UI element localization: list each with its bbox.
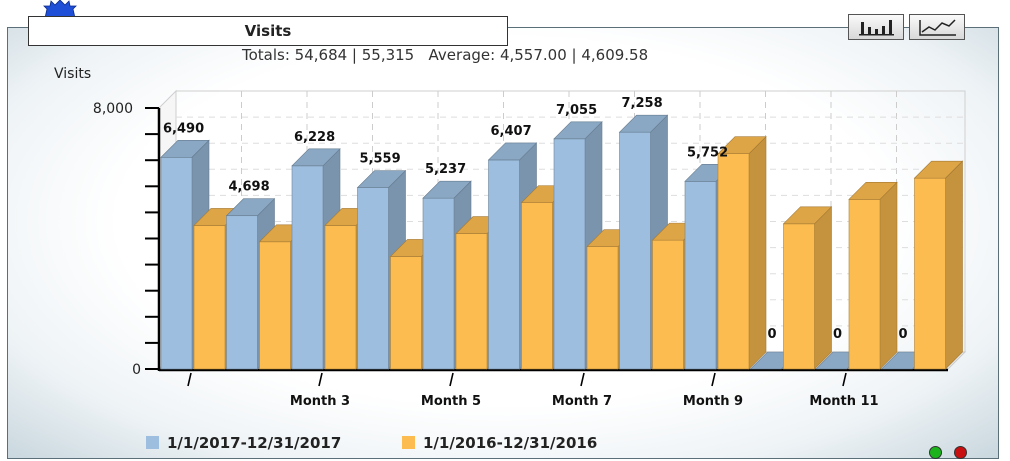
legend-label-series-1: 1/1/2017-12/31/2017	[167, 434, 342, 452]
bar-series-2	[717, 153, 750, 370]
chart-title: Visits	[244, 22, 292, 40]
bar-series-2-top	[913, 160, 964, 179]
totals-summary: Totals: 54,684 | 55,315 Average: 4,557.0…	[242, 46, 649, 64]
x-axis-tick	[449, 372, 454, 387]
bar-series-2	[586, 246, 619, 370]
bar-series-1	[357, 187, 389, 370]
bar-series-1	[291, 165, 324, 370]
bar-series-1	[684, 181, 717, 370]
legend-swatch-series-2	[402, 436, 415, 449]
x-axis-tick	[711, 372, 716, 387]
bar-series-2-top	[848, 182, 898, 200]
x-tick-label: Month 9	[683, 394, 743, 409]
x-axis-tick	[187, 372, 192, 387]
y-axis-label: Visits	[54, 66, 92, 82]
bar-series-2	[521, 202, 553, 370]
bar-series-1	[422, 197, 455, 370]
line-chart-button[interactable]	[909, 14, 965, 40]
data-label: 0	[833, 327, 842, 342]
x-axis-tick	[580, 372, 585, 387]
legend-swatch-series-1	[146, 436, 159, 449]
x-axis-tick	[318, 372, 323, 387]
data-label: 7,055	[556, 103, 597, 118]
bar-series-1	[160, 156, 193, 370]
bar-series-2-top	[717, 136, 767, 154]
bar-series-1	[553, 138, 586, 370]
x-axis-tick	[842, 372, 847, 387]
line-chart-icon	[919, 19, 956, 36]
bar-series-1-top	[553, 121, 603, 140]
bar-series-2-top	[782, 206, 833, 225]
y-tick-label: 8,000	[93, 101, 133, 117]
legend-item-series-1: 1/1/2017-12/31/2017	[146, 434, 341, 452]
bar-series-1	[226, 215, 258, 370]
y-tick-label: 0	[132, 362, 141, 378]
data-label: 4,698	[229, 180, 270, 195]
data-label: 5,237	[425, 162, 466, 177]
data-label: 0	[899, 327, 908, 342]
bar-series-2	[848, 199, 881, 370]
data-label: 0	[768, 327, 777, 342]
data-label: 5,559	[360, 152, 401, 167]
data-label: 5,752	[687, 145, 728, 160]
bar-series-2	[193, 225, 226, 370]
data-label: 6,407	[491, 124, 532, 139]
bar-series-1-top	[356, 170, 407, 188]
green-status-indicator[interactable]	[929, 446, 942, 459]
bar-series-1	[619, 131, 651, 370]
bar-series-2	[259, 241, 291, 370]
data-label: 7,258	[622, 96, 663, 111]
data-label: 6,490	[163, 121, 204, 136]
chart-title-box: Visits	[28, 16, 508, 46]
bar-chart-button[interactable]	[848, 14, 904, 40]
bar-series-2-side	[748, 135, 767, 370]
legend-label-series-2: 1/1/2016-12/31/2016	[423, 434, 598, 452]
bar-series-2	[455, 233, 488, 370]
x-tick-label: Month 11	[809, 394, 878, 409]
legend-item-series-2: 1/1/2016-12/31/2016	[402, 434, 597, 452]
bar-chart-icon	[859, 20, 894, 36]
bar-series-2	[390, 256, 422, 370]
bar-series-1-top	[618, 114, 669, 133]
bar-series-2	[652, 239, 684, 370]
bar-series-2-side	[945, 160, 963, 370]
bar-series-2-side	[814, 206, 832, 370]
bar-series-1-top	[422, 180, 472, 199]
x-tick-label: Month 5	[421, 394, 481, 409]
red-status-indicator[interactable]	[954, 446, 967, 459]
bar-series-1-top	[225, 198, 276, 217]
bar-series-2	[914, 177, 946, 370]
bar-series-1-top	[291, 148, 341, 167]
bar-series-1-top	[160, 139, 210, 158]
logo-icon	[43, 0, 77, 18]
data-label: 6,228	[294, 130, 335, 145]
bar-series-2	[324, 225, 357, 370]
bar-series-2-side	[879, 181, 898, 370]
x-tick-label: Month 3	[290, 394, 350, 409]
bar-series-2	[783, 223, 815, 370]
bar-series-1	[488, 159, 520, 370]
x-tick-label: Month 7	[552, 394, 612, 409]
bar-series-1-top	[487, 142, 538, 161]
